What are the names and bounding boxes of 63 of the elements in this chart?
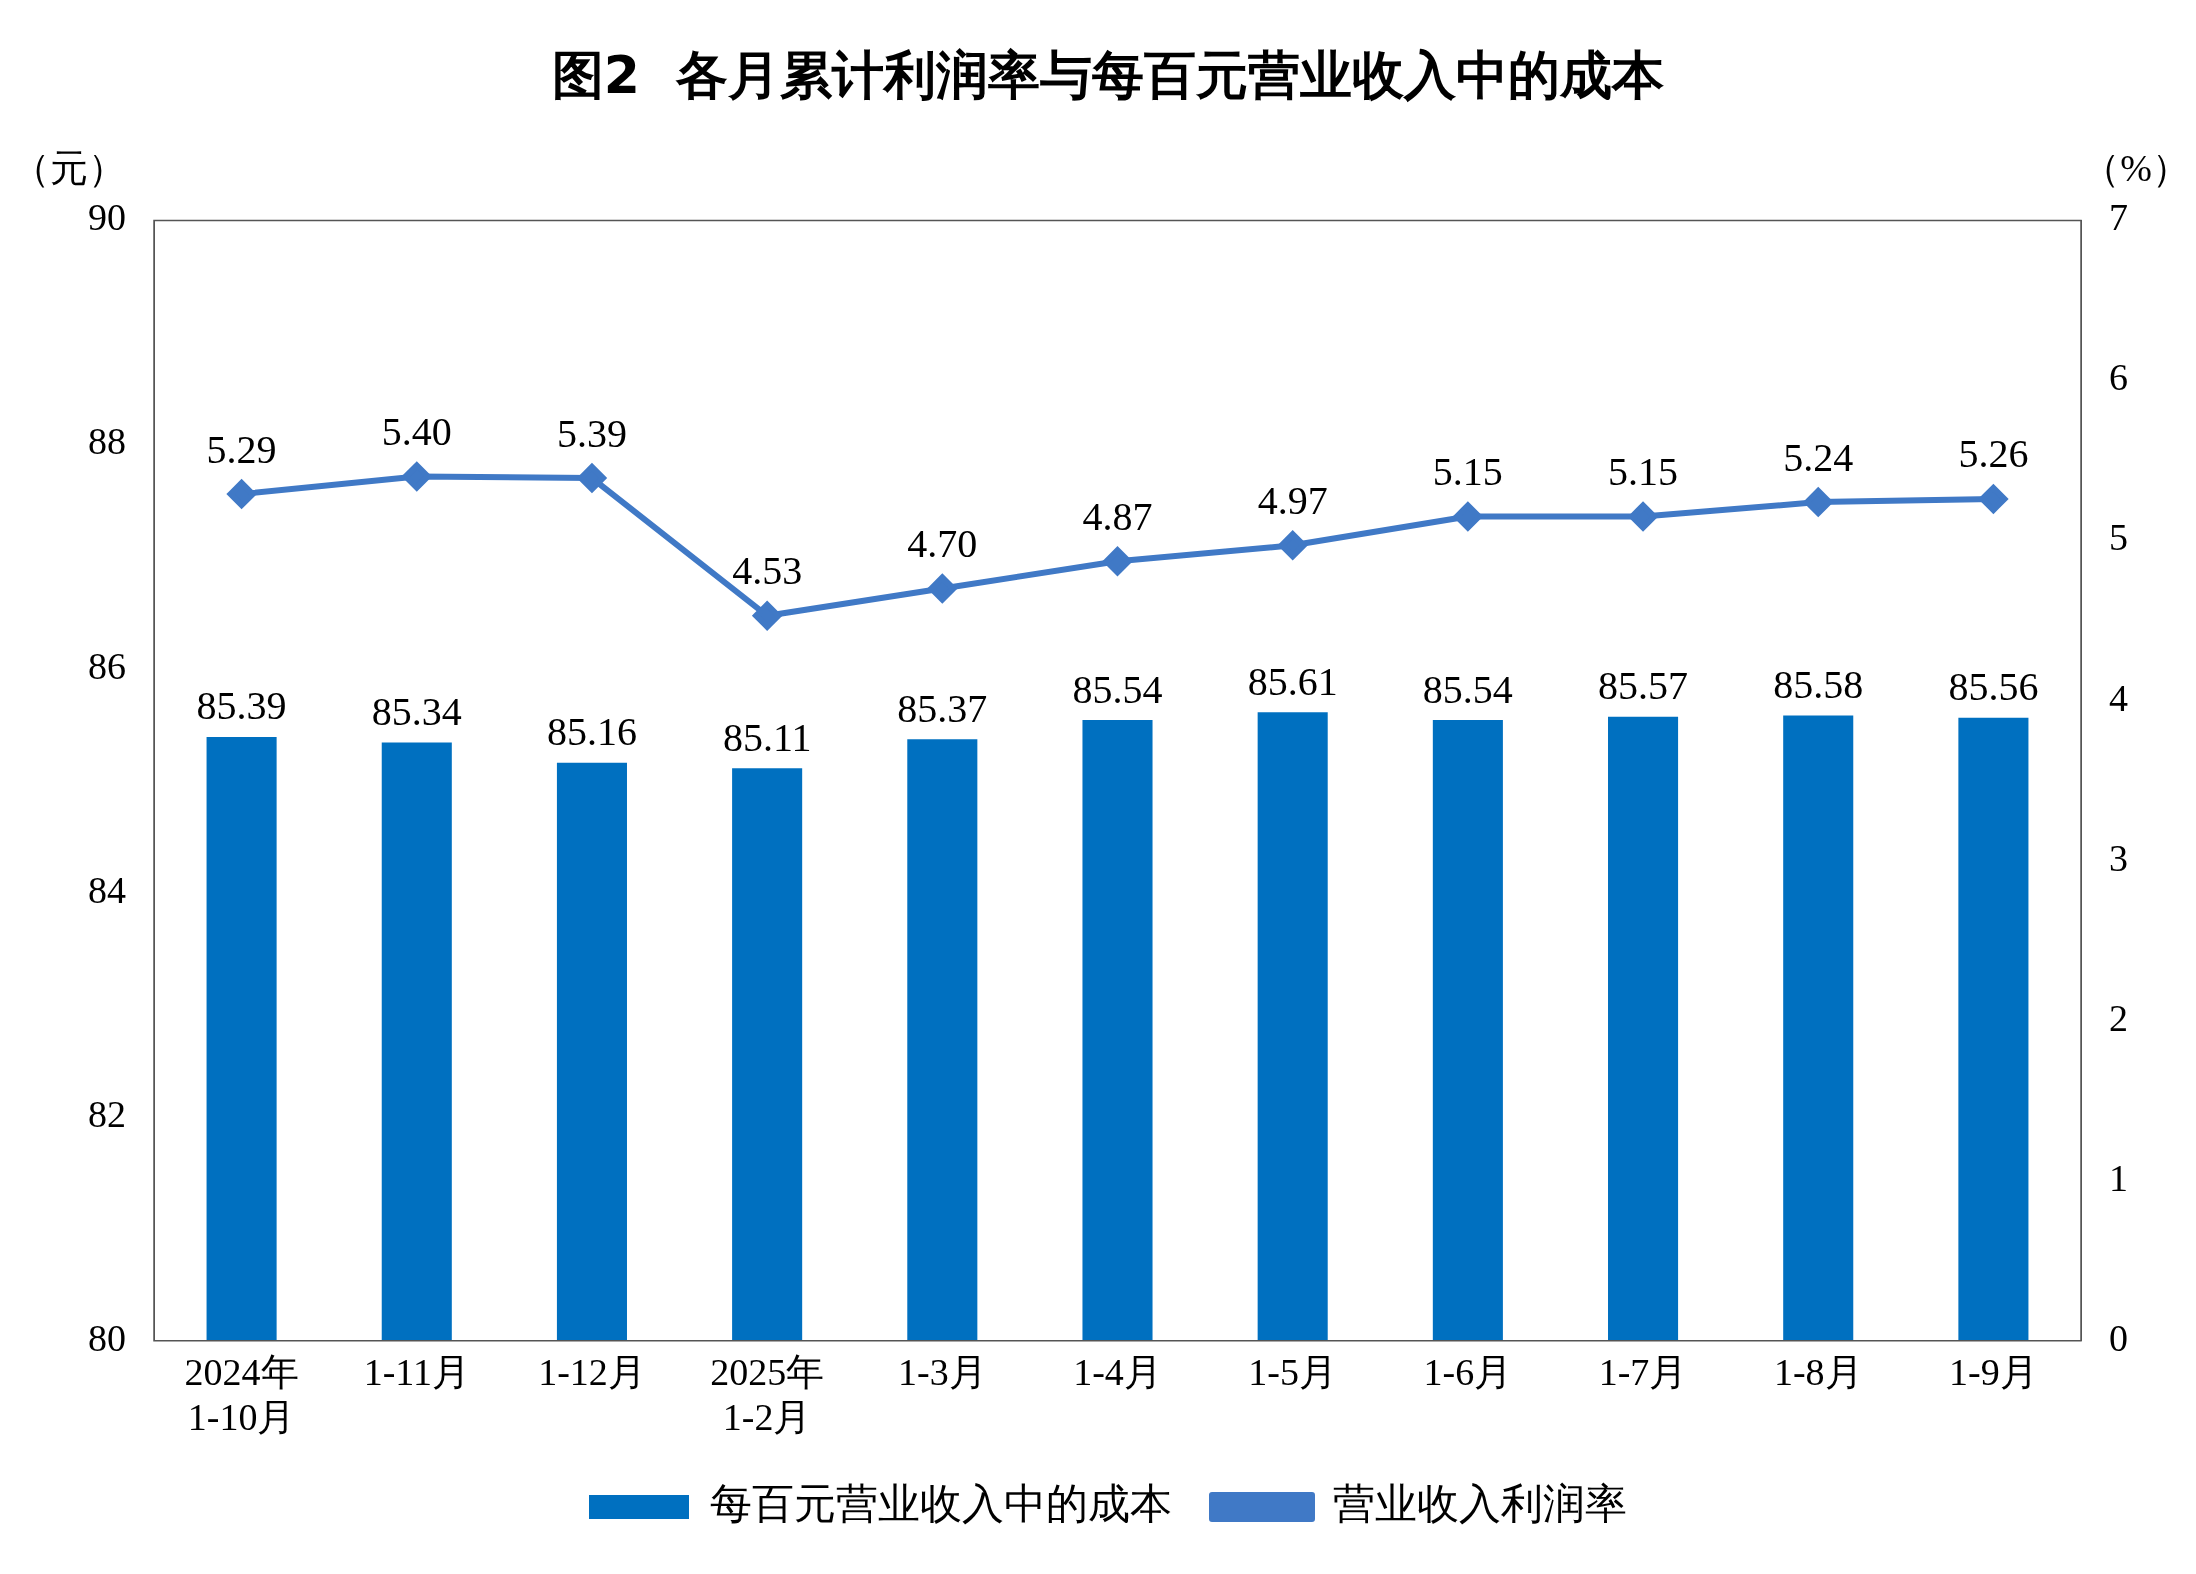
point	[1979, 484, 2008, 513]
legend-label: 每百元营业收入中的成本	[710, 1481, 1172, 1528]
x-tick-label: 1-9月	[1949, 1350, 2038, 1393]
x-tick-label: 2025年 1-2月	[710, 1350, 825, 1439]
data-label: 85.16	[546, 709, 637, 755]
point	[1103, 547, 1132, 576]
x-tick-label: 1-5月	[1248, 1350, 1338, 1393]
data-label: 85.54	[1422, 666, 1513, 712]
x-tick-label: 1-3月	[897, 1350, 987, 1393]
data-label: 4.70	[907, 521, 978, 567]
data-label: 5.29	[206, 426, 277, 472]
point	[402, 462, 431, 491]
data-label: 5.40	[381, 408, 452, 454]
point	[928, 574, 957, 603]
y2-tick-label: 0	[2109, 1316, 2128, 1359]
data-label: 4.87	[1082, 493, 1153, 539]
x-tick-label: 1-12月	[538, 1350, 646, 1393]
point	[1804, 488, 1833, 517]
data-label: 5.15	[1432, 449, 1503, 495]
point	[227, 480, 256, 509]
data-label: 85.56	[1948, 664, 2039, 710]
data-label: 4.97	[1257, 477, 1328, 523]
y2-tick-label: 4	[2109, 676, 2128, 719]
data-label: 4.53	[732, 548, 803, 594]
y-tick-label: 82	[88, 1092, 126, 1135]
data-label: 85.54	[1072, 666, 1163, 712]
y2-tick-label: 5	[2109, 516, 2128, 559]
x-tick-label: 1-6月	[1423, 1350, 1513, 1393]
data-label: 85.11	[722, 714, 812, 760]
y-tick-label: 86	[88, 644, 126, 687]
point	[1278, 531, 1307, 560]
data-label: 85.37	[897, 685, 988, 731]
y2-tick-label: 3	[2109, 836, 2128, 879]
point	[577, 464, 606, 493]
chart-title: 图2 各月累计利润率与每百元营业收入中的成本	[551, 44, 1665, 105]
point	[1629, 502, 1658, 531]
legend-label: 营业收入利润率	[1333, 1481, 1627, 1528]
y-axis-title: （元）	[12, 147, 126, 190]
y2-tick-label: 1	[2109, 1156, 2128, 1199]
y-tick-label: 88	[88, 420, 126, 463]
data-label: 5.26	[1958, 431, 2029, 477]
data-label: 5.15	[1608, 449, 1679, 495]
data-label: 5.24	[1783, 434, 1854, 480]
y2-tick-label: 2	[2109, 996, 2128, 1039]
y2-tick-label: 7	[2109, 196, 2128, 239]
y-tick-label: 80	[88, 1316, 126, 1359]
point	[753, 601, 782, 630]
x-tick-label: 1-8月	[1773, 1350, 1863, 1393]
x-tick-label: 2024年 1-10月	[184, 1350, 299, 1439]
data-label: 5.39	[556, 410, 627, 456]
y-tick-label: 84	[88, 868, 126, 911]
point	[1453, 502, 1482, 531]
data-label: 85.58	[1773, 662, 1864, 708]
data-label: 85.34	[371, 689, 462, 735]
x-tick-label: 1-11月	[363, 1350, 470, 1393]
y2-axis-title: （%）	[2082, 147, 2190, 190]
x-tick-label: 1-4月	[1073, 1350, 1162, 1393]
data-label: 85.39	[196, 683, 287, 729]
y2-tick-label: 6	[2109, 356, 2128, 399]
x-tick-label: 1-7月	[1598, 1350, 1688, 1393]
y-tick-label: 90	[88, 196, 126, 239]
data-label: 85.61	[1247, 658, 1338, 704]
data-label: 85.57	[1598, 663, 1689, 709]
